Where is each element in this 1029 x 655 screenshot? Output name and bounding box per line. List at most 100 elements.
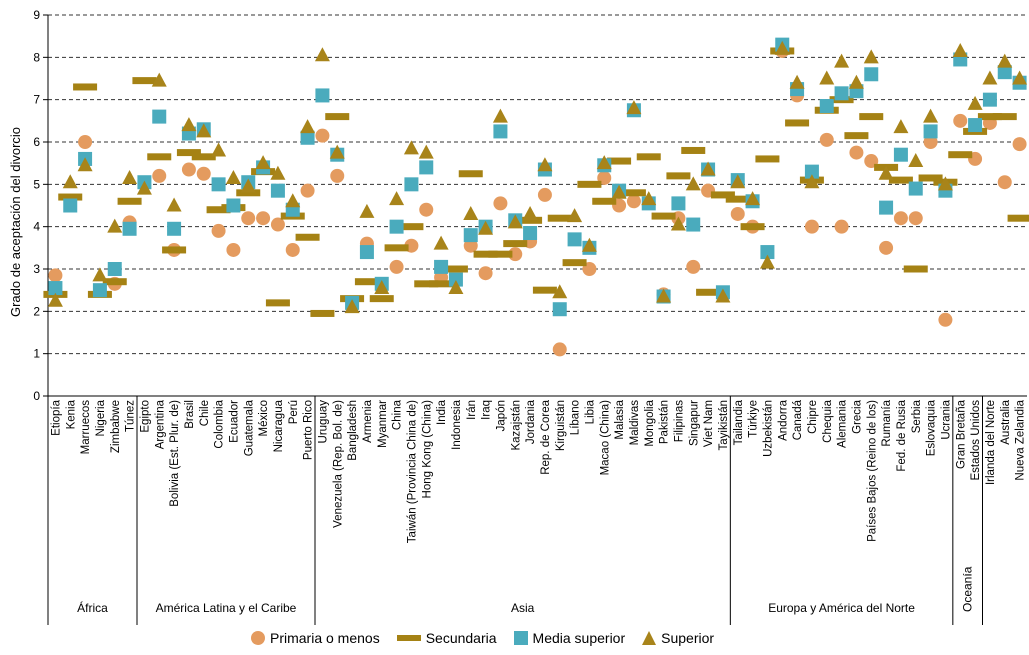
point-superior	[448, 280, 464, 295]
point-media-superior	[404, 177, 419, 192]
point-primaria	[730, 206, 745, 221]
point-media-superior	[434, 259, 449, 274]
point-media-superior	[167, 221, 182, 236]
point-superior	[908, 153, 924, 168]
category-label: Colombia	[214, 399, 226, 448]
point-superior	[403, 140, 419, 155]
point-media-superior	[923, 124, 938, 139]
category-label: Serbia	[911, 399, 923, 433]
point-superior	[314, 47, 330, 62]
point-superior	[329, 144, 345, 159]
point-superior	[122, 169, 138, 184]
point-superior	[181, 117, 197, 132]
point-secundaria	[518, 216, 543, 224]
point-superior	[730, 174, 746, 189]
category-label: Myanmar	[377, 400, 389, 448]
category-label: Uruguay	[317, 400, 329, 444]
point-superior	[359, 203, 375, 218]
category-label: Malasia	[614, 399, 626, 439]
category-label: Nigeria	[95, 399, 107, 436]
point-secundaria	[58, 193, 83, 201]
point-primaria	[893, 211, 908, 226]
point-superior	[567, 208, 583, 223]
point-primaria	[478, 266, 493, 281]
series-circle	[48, 43, 1027, 357]
point-secundaria	[73, 83, 98, 91]
point-primaria	[493, 196, 508, 211]
point-primaria	[285, 242, 300, 257]
series-square	[48, 37, 1027, 317]
point-secundaria	[948, 151, 973, 159]
category-label: Túnez	[125, 400, 137, 432]
point-superior	[136, 180, 152, 195]
category-label: Kenia	[65, 399, 77, 429]
category-label: Viet Nam	[703, 400, 715, 447]
point-superior	[1012, 70, 1028, 85]
region-label: Asia	[511, 601, 535, 615]
category-label: Uzbekistán	[762, 400, 774, 457]
point-superior	[611, 184, 627, 199]
point-secundaria	[384, 244, 409, 252]
point-media-superior	[552, 302, 567, 317]
point-secundaria	[755, 155, 780, 163]
category-label: Rep. de Corea	[540, 399, 552, 474]
point-superior	[522, 205, 538, 220]
legend: Primaria o menos Secundaria Media superi…	[250, 630, 714, 646]
point-media-superior	[152, 109, 167, 124]
category-label: Hong Kong (China)	[421, 400, 433, 499]
point-superior	[848, 74, 864, 89]
point-superior	[715, 288, 731, 303]
dash-marker-icon	[396, 635, 421, 641]
category-label: Zimbabwe	[110, 400, 122, 453]
point-media-superior	[315, 88, 330, 103]
point-superior	[151, 72, 167, 87]
point-primaria	[923, 135, 938, 149]
point-secundaria	[740, 223, 765, 231]
y-tick-label: 5	[33, 177, 40, 191]
point-superior	[507, 214, 523, 229]
point-superior	[300, 119, 316, 134]
point-secundaria	[844, 132, 869, 140]
point-secundaria	[147, 153, 172, 161]
category-label: Tayikistán	[718, 400, 730, 451]
region-label: América Latina y el Caribe	[156, 601, 297, 615]
category-label: Egipto	[139, 400, 151, 433]
point-primaria	[196, 166, 211, 181]
point-secundaria	[458, 170, 483, 178]
y-tick-label: 8	[33, 50, 40, 64]
point-primaria	[330, 168, 345, 183]
point-secundaria	[399, 223, 424, 231]
legend-label: Primaria o menos	[270, 630, 380, 646]
point-secundaria	[532, 286, 557, 294]
point-media-superior	[834, 86, 849, 101]
category-label: Kazajstán	[510, 400, 522, 451]
point-secundaria	[473, 250, 498, 258]
region-groups: África América Latina y el Caribe Asia Euro…	[47, 396, 983, 625]
point-superior	[463, 205, 479, 220]
region-label: Oceanía	[961, 566, 975, 612]
category-label: Mongolia	[644, 399, 656, 446]
point-secundaria	[162, 246, 187, 254]
point-superior	[255, 155, 271, 170]
category-label: Armenia	[362, 399, 374, 442]
category-label: Líbano	[570, 400, 582, 435]
point-primaria	[211, 223, 226, 238]
point-superior	[878, 165, 894, 180]
category-labels: Etiopía Kenia Marruecos Nigeria Zimbabwe Túne…	[50, 399, 1026, 543]
point-superior	[537, 157, 553, 172]
point-media-superior	[523, 226, 538, 241]
category-label: Argentina	[154, 399, 166, 449]
point-superior	[759, 254, 775, 269]
point-secundaria	[488, 250, 513, 258]
category-label: Indonesia	[451, 399, 463, 449]
category-label: Nicaragua	[273, 399, 285, 452]
point-media-superior	[48, 281, 63, 296]
point-media-superior	[686, 217, 701, 232]
point-secundaria	[414, 280, 439, 288]
point-superior	[62, 174, 78, 189]
point-secundaria	[547, 214, 572, 222]
point-superior	[685, 176, 701, 191]
point-media-superior	[226, 198, 241, 213]
category-label: Venezuela (Rep. Bol. de)	[332, 400, 344, 528]
y-tick-label: 6	[33, 135, 40, 149]
